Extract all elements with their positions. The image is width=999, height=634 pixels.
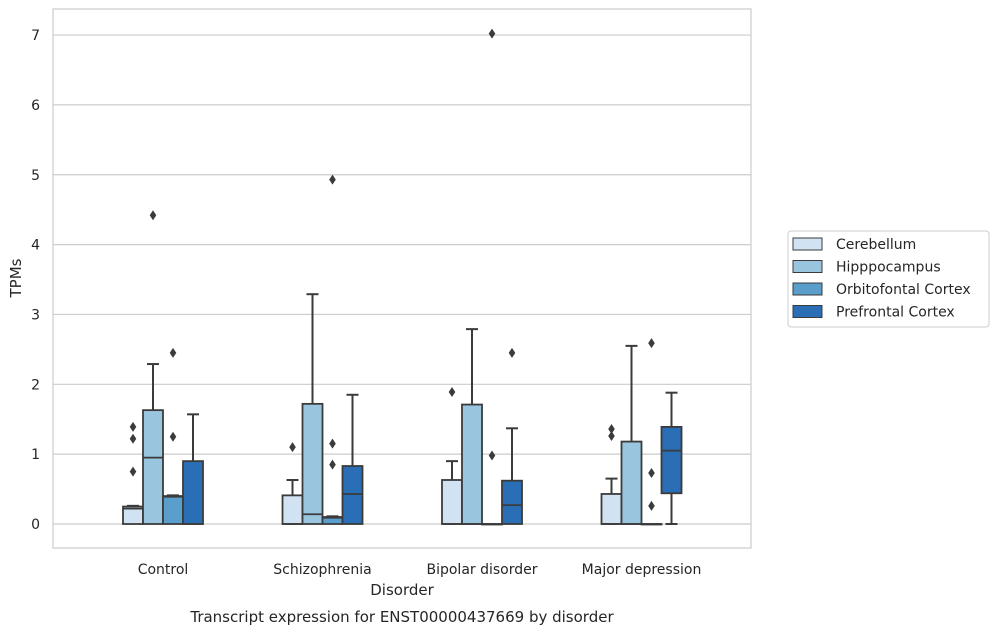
box: [162, 495, 184, 525]
box: [461, 403, 483, 525]
box: [600, 493, 623, 525]
outlier-point: [289, 442, 296, 453]
series-prefrontal-cortex: [182, 347, 683, 525]
legend-swatch: [792, 305, 823, 318]
legend-label: Orbitofontal Cortex: [836, 282, 971, 298]
outlier-point: [329, 438, 336, 449]
outlier-point: [129, 433, 137, 444]
chart-title: Transcript expression for ENST0000043766…: [189, 608, 614, 626]
legend-swatch: [792, 260, 823, 273]
outlier-point: [129, 466, 137, 477]
outlier-point: [608, 424, 615, 435]
outlier-point: [329, 174, 336, 185]
y-tick-label: 1: [31, 447, 40, 463]
y-axis-label: TPMs: [7, 258, 25, 298]
box: [620, 440, 643, 525]
legend-label: Prefrontal Cortex: [836, 305, 955, 321]
box: [182, 460, 204, 525]
box: [142, 409, 164, 525]
legend-label: Hipppocampus: [836, 260, 941, 276]
x-axis-label: Disorder: [370, 581, 434, 599]
y-tick-label: 7: [31, 28, 40, 44]
legend-label: Cerebellum: [836, 237, 916, 253]
legend-frame: [787, 230, 990, 328]
plot-frame: [52, 8, 752, 549]
legend-swatch: [792, 237, 823, 251]
outlier-point: [448, 386, 456, 397]
outlier-point: [508, 347, 516, 358]
outlier-point: [129, 421, 137, 432]
outlier-point: [169, 347, 177, 358]
y-tick-label: 3: [31, 307, 40, 323]
outlier-point: [648, 500, 655, 511]
outlier-point: [648, 468, 655, 479]
box: [281, 494, 304, 525]
series-orbitofontal-cortex: [162, 28, 663, 526]
y-tick-label: 5: [31, 168, 40, 184]
series-cerebellum: [122, 386, 623, 525]
x-tick-labels: Control Schizophrenia Bipolar disorder Majo…: [138, 562, 702, 578]
box: [441, 479, 463, 525]
y-tick-label: 6: [31, 98, 40, 114]
y-tick-label: 0: [31, 517, 40, 533]
y-tick-label: 2: [31, 377, 40, 393]
outlier-point: [488, 450, 496, 461]
box-series: [122, 28, 683, 526]
outlier-point: [169, 431, 177, 442]
x-tick-label: Major depression: [582, 562, 702, 578]
outlier-point: [329, 459, 336, 470]
box: [341, 465, 364, 525]
y-tick-label: 4: [31, 238, 40, 254]
legend: Cerebellum Hipppocampus Orbitofontal Corte…: [787, 230, 990, 328]
legend-swatch: [792, 282, 823, 296]
outlier-point: [149, 210, 157, 221]
x-tick-label: Control: [138, 562, 189, 578]
outlier-point: [648, 338, 655, 349]
box: [501, 479, 523, 525]
series-hipppocampus: [142, 210, 643, 525]
outlier-point: [608, 430, 615, 441]
box: [301, 402, 324, 525]
outlier-point: [488, 28, 496, 39]
x-tick-label: Schizophrenia: [273, 562, 371, 578]
y-tick-labels: 0 1 2 3 4 5 6 7: [31, 28, 40, 533]
x-tick-label: Bipolar disorder: [426, 562, 537, 578]
box: [660, 426, 683, 495]
